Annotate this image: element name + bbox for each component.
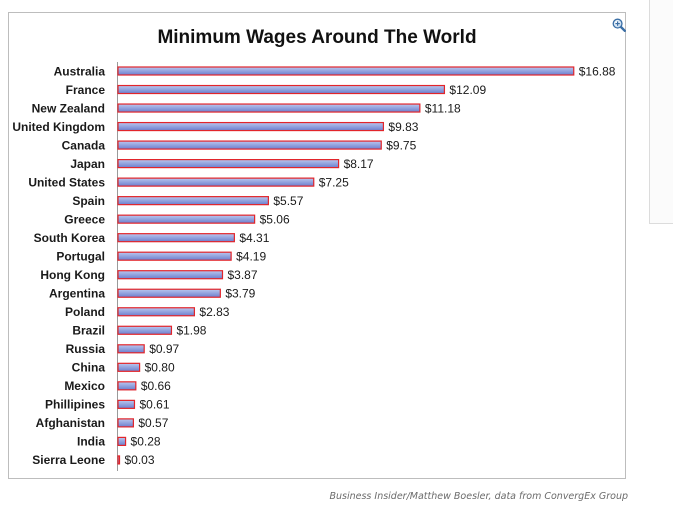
category-label-mexico: Mexico xyxy=(64,379,105,393)
bar-japan xyxy=(117,159,340,169)
value-label-united-kingdom: $9.83 xyxy=(388,120,418,134)
value-label-hong-kong: $3.87 xyxy=(227,268,257,282)
category-label-argentina: Argentina xyxy=(49,287,105,301)
source-credit: Business Insider/Matthew Boesler, data f… xyxy=(329,491,628,502)
value-label-brazil: $1.98 xyxy=(176,324,206,338)
value-label-greece: $5.06 xyxy=(260,212,290,226)
category-label-japan: Japan xyxy=(70,157,105,171)
category-label-china: China xyxy=(72,361,106,375)
category-label-russia: Russia xyxy=(66,342,106,356)
value-label-poland: $2.83 xyxy=(199,305,229,319)
value-label-france: $12.09 xyxy=(449,83,486,97)
category-label-afghanistan: Afghanistan xyxy=(36,416,105,430)
bar-portugal xyxy=(117,251,232,261)
value-label-phillipines: $0.61 xyxy=(139,398,169,412)
category-label-poland: Poland xyxy=(65,305,105,319)
bar-india xyxy=(117,436,127,446)
bar-phillipines xyxy=(117,399,136,409)
value-label-united-states: $7.25 xyxy=(319,175,349,189)
value-label-china: $0.80 xyxy=(145,361,175,375)
value-label-spain: $5.57 xyxy=(273,194,303,208)
category-label-south-korea: South Korea xyxy=(34,231,106,245)
bar-australia xyxy=(117,66,575,76)
value-label-argentina: $3.79 xyxy=(225,287,255,301)
value-label-mexico: $0.66 xyxy=(141,379,171,393)
value-label-australia: $16.88 xyxy=(579,64,616,78)
value-label-new-zealand: $11.18 xyxy=(425,101,461,115)
bar-united-states xyxy=(117,177,315,187)
side-panel xyxy=(649,0,673,224)
value-label-portugal: $4.19 xyxy=(236,250,266,264)
bar-spain xyxy=(117,196,269,206)
value-label-canada: $9.75 xyxy=(386,138,416,152)
category-label-brazil: Brazil xyxy=(72,324,105,338)
bar-brazil xyxy=(117,325,173,335)
category-label-united-kingdom: United Kingdom xyxy=(12,120,105,134)
bar-argentina xyxy=(117,288,221,298)
bar-sierra-leone xyxy=(117,455,121,465)
category-label-france: France xyxy=(66,83,106,97)
bar-new-zealand xyxy=(117,103,421,113)
category-label-canada: Canada xyxy=(62,138,106,152)
category-label-sierra-leone: Sierra Leone xyxy=(32,453,105,467)
bar-canada xyxy=(117,140,382,150)
bar-united-kingdom xyxy=(117,121,385,132)
bar-afghanistan xyxy=(117,418,134,428)
bar-poland xyxy=(117,307,196,317)
category-label-phillipines: Phillipines xyxy=(45,398,105,412)
chart-title: Minimum Wages Around The World xyxy=(157,27,477,48)
category-label-hong-kong: Hong Kong xyxy=(40,268,105,282)
bar-china xyxy=(117,362,141,372)
category-label-greece: Greece xyxy=(64,212,105,226)
value-label-india: $0.28 xyxy=(131,435,161,449)
category-label-india: India xyxy=(77,435,105,449)
value-label-afghanistan: $0.57 xyxy=(138,416,168,430)
category-label-spain: Spain xyxy=(72,194,105,208)
bar-russia xyxy=(117,344,145,354)
category-label-united-states: United States xyxy=(28,175,105,189)
value-label-south-korea: $4.31 xyxy=(239,231,269,245)
bars-layer: Australia $16.88 France $12.09 New Zealand $1… xyxy=(12,64,615,467)
bar-south-korea xyxy=(117,233,235,243)
category-label-australia: Australia xyxy=(54,64,106,78)
category-label-new-zealand: New Zealand xyxy=(32,101,105,115)
category-label-portugal: Portugal xyxy=(56,250,105,264)
value-label-japan: $8.17 xyxy=(344,157,374,171)
zoom-in-icon[interactable] xyxy=(612,18,626,32)
bar-hong-kong xyxy=(117,270,224,280)
bar-greece xyxy=(117,214,256,224)
bar-france xyxy=(117,84,446,95)
value-label-russia: $0.97 xyxy=(149,342,179,356)
bar-mexico xyxy=(117,381,137,391)
value-label-sierra-leone: $0.03 xyxy=(125,453,155,467)
